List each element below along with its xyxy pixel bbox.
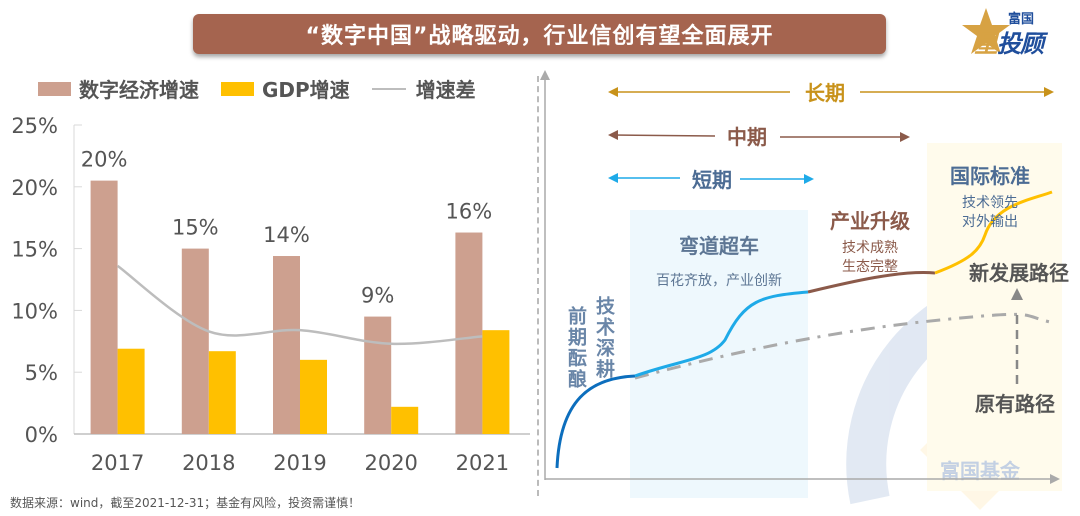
stage-upgrade-line1: 技术成熟 [842, 240, 898, 256]
arrow-right-icon [1044, 87, 1054, 97]
legend-item-gdp: GDP增速 [221, 74, 350, 103]
y-tick-label: 15% [11, 238, 58, 262]
bar-gdp-2017 [117, 348, 145, 434]
data-label-digital: 20% [81, 148, 128, 172]
stage-upgrade-title: 产业升级 [830, 209, 910, 233]
legend-swatch-digital [38, 81, 71, 96]
stage-early-title2: 技术深耕 [593, 295, 615, 380]
stage-international-line2: 对外输出 [962, 214, 1018, 230]
period-short-label: 短期 [692, 168, 732, 192]
period-mid-label: 中期 [727, 125, 767, 149]
stage-early-title: 前期酝酿 [565, 305, 587, 390]
x-tick-label: 2017 [91, 451, 144, 475]
logo-main-text: 星投顾 [974, 24, 1044, 59]
bar-digital-2017 [90, 180, 118, 434]
bar-gdp-2019 [300, 359, 327, 434]
bar-gdp-2020 [391, 406, 419, 434]
data-label-digital: 14% [263, 223, 310, 247]
period-long-label: 长期 [805, 81, 845, 105]
stage-international-line1: 技术领先 [962, 195, 1018, 211]
logo-main-chars: 投顾 [997, 30, 1044, 58]
y-tick-label: 5% [25, 361, 58, 385]
y-tick-label: 0% [25, 423, 58, 447]
curve-upgrade [807, 271, 936, 294]
stage-international-title: 国际标准 [950, 164, 1030, 188]
stage-overtake-title: 弯道超车 [679, 234, 759, 258]
legend-item-digital: 数字经济增速 [38, 74, 199, 103]
legend-label-gdp: GDP增速 [262, 78, 350, 102]
source-note: 数据来源：wind，截至2021-12-31；基金有风险，投资需谨慎！ [10, 496, 361, 510]
data-label-digital: 9% [361, 284, 394, 308]
data-label-digital: 15% [172, 216, 219, 240]
stage-early: 前期酝酿 技术深耕 [565, 295, 615, 390]
old-path-line [634, 312, 1051, 380]
x-tick-label: 2019 [273, 451, 326, 475]
x-axis-arrow-icon [1050, 474, 1060, 484]
arrow-left-icon [608, 173, 618, 183]
bar-gdp-2018 [208, 351, 236, 434]
star-icon [962, 8, 1010, 54]
logo-star-char: 星 [974, 30, 998, 58]
stage-bg-overtake [630, 210, 808, 498]
arrow-right-icon [804, 174, 814, 184]
y-tick-label: 25% [11, 114, 58, 138]
strategy-diagram: 富国基金 长期 中期 短期 前期酝酿 技术深耕 弯道超车 百花齐放，产业创新 [540, 70, 1069, 510]
panel-divider [537, 76, 539, 496]
bar-gdp-2021 [482, 330, 510, 434]
legend-label-diff: 增速差 [415, 78, 476, 102]
arrow-left-icon [608, 87, 618, 97]
legend-label-digital: 数字经济增速 [79, 78, 199, 102]
new-path-label: 新发展路径 [969, 261, 1069, 285]
curve-early [555, 374, 636, 469]
period-mid: 中期 [608, 125, 910, 149]
bar-digital-2021 [455, 232, 483, 434]
growth-bar-chart: 0% 5% 10% 15% 20% 25% 20% 2017 15% 2018 14% 2019 9% 2… [11, 114, 530, 475]
stage-bg-international [927, 143, 1062, 491]
legend-swatch-gdp [221, 81, 254, 96]
bar-digital-2020 [364, 316, 392, 434]
old-path-label: 原有路径 [975, 392, 1055, 416]
stage-upgrade-line2: 生态完整 [842, 259, 898, 275]
slide-title: “数字中国”战略驱动，行业信创有望全面展开 [193, 14, 886, 54]
arrow-left-icon [608, 130, 618, 140]
stage-overtake-subtitle: 百花齐放，产业创新 [656, 273, 782, 289]
brand-logo: 富国 星投顾 [960, 4, 1070, 60]
curve-overtake [634, 290, 809, 378]
legend-item-diff: 增速差 [371, 74, 476, 103]
x-tick-label: 2018 [182, 451, 235, 475]
arrow-up-icon [1011, 288, 1023, 300]
y-tick-label: 10% [11, 299, 58, 323]
logo-top-text: 富国 [1008, 12, 1035, 27]
chart-legend: 数字经济增速 GDP增速 增速差 [38, 74, 498, 103]
y-axis-arrow-icon [540, 70, 550, 80]
y-tick-label: 20% [11, 176, 58, 200]
period-long: 长期 [608, 81, 1054, 105]
data-label-digital: 16% [446, 200, 493, 224]
arrow-right-icon [900, 132, 910, 142]
bar-digital-2019 [273, 256, 300, 434]
line-growth-diff [116, 264, 483, 346]
bar-digital-2018 [181, 248, 209, 434]
legend-line-diff [371, 87, 406, 90]
curve-international [934, 190, 1053, 275]
x-tick-label: 2020 [364, 451, 417, 475]
period-short: 短期 [608, 168, 814, 192]
x-tick-label: 2021 [456, 451, 509, 475]
